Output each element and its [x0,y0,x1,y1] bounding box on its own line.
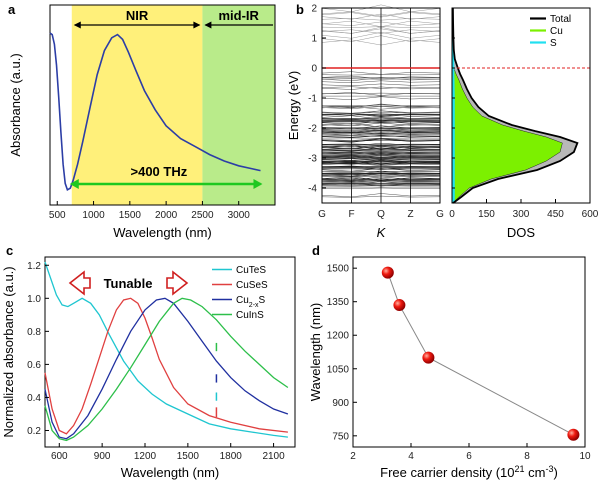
ylabel-c: Normalized absorbance (a.u.) [1,266,16,437]
region-1 [202,5,275,205]
data-point-1 [393,299,406,312]
panel-label-b: b [296,2,304,17]
kpoint-label-3: Z [407,209,413,220]
xtick-label-c-5: 2100 [262,451,285,462]
dos-total-line [452,7,579,204]
ytick-label-d-0: 750 [332,431,349,442]
trend-line [387,272,574,436]
xtick-label-d-3: 8 [524,451,530,462]
annotation-400thz: >400 THz [131,164,188,179]
ytick-label-b-3: -1 [308,94,317,105]
xlabel-c: Wavelength (nm) [121,465,220,480]
axes-frame-a [49,4,276,206]
xtick-label-dos-2: 300 [513,209,530,220]
ytick-label-c-0: 0.2 [27,426,41,437]
ytick-label-b-1: 1 [311,34,317,45]
panel-label-a: a [8,2,16,17]
band-frame [321,7,441,204]
panel-label-c: c [6,243,13,258]
xtick-label-a-2: 1500 [119,210,142,221]
xtick-label-d-0: 2 [350,451,356,462]
xtick-label-a-3: 2000 [155,210,178,221]
xtick-label-a-0: 500 [49,210,66,221]
ytick-label-d-4: 1350 [327,297,350,308]
ytick-label-c-2: 0.6 [27,360,41,371]
ytick-label-b-0: 2 [311,4,317,15]
ytick-label-d-5: 1500 [327,264,350,275]
range-arrow-right [253,179,263,189]
band-line [321,4,441,13]
xtick-label-c-0: 600 [51,451,68,462]
panel-label-d: d [312,243,320,258]
legend-c-label-1: CuSeS [236,280,268,291]
ytick-label-b-6: -4 [308,184,317,195]
legend-c-label-0: CuTeS [236,265,266,276]
legend-c-label-2: Cu2-xS [236,295,266,309]
series-cuins [44,297,289,442]
ylabel-a: Absorbance (a.u.) [8,53,23,156]
xtick-label-c-2: 1200 [134,451,157,462]
legend-label-total: Total [550,14,571,25]
nir-label: NIR [126,8,149,23]
nir-arrow-right [193,21,201,29]
data-point-3 [567,428,580,441]
range-arrow-left [69,179,79,189]
xlabel-d: Free carrier density (1021 cm-3) [380,464,558,480]
series-cu2xs [44,297,289,440]
ylabel-d: Wavelength (nm) [308,303,323,402]
dos-cu-fill [451,67,563,204]
ytick-label-c-4: 1.0 [27,294,41,305]
ytick-label-c-5: 1.2 [27,261,41,272]
region-0 [71,5,203,205]
kpoint-label-1: F [348,209,354,220]
axes-frame-d [352,256,586,448]
legend-c-label-3: CuInS [236,310,264,321]
nir-arrow-left [73,21,81,29]
kpoint-label-4: G [436,209,444,220]
xtick-label-a-5: 3000 [228,210,251,221]
ytick-label-d-2: 1050 [327,364,350,375]
xtick-label-d-1: 4 [408,451,414,462]
xtick-label-a-1: 1000 [82,210,105,221]
series-absorbance [49,32,261,191]
xtick-label-a-4: 2500 [191,210,214,221]
xtick-label-d-2: 6 [466,451,472,462]
xtick-label-d-4: 10 [579,451,591,462]
xtick-label-c-4: 1800 [220,451,243,462]
midir-label: mid-IR [218,8,259,23]
ytick-label-b-5: -3 [308,154,317,165]
xtick-label-dos-0: 0 [449,209,455,220]
data-point-2 [422,351,435,364]
data-point-0 [381,266,394,279]
kxlabel-b: K [377,225,387,240]
xtick-label-c-1: 900 [94,451,111,462]
tunable-arrow-left [68,270,91,296]
xtick-label-dos-1: 150 [478,209,495,220]
ylabel-b: Energy (eV) [286,71,301,140]
xlabel-a: Wavelength (nm) [113,225,212,240]
xtick-label-dos-3: 450 [547,209,564,220]
midir-arrow-left [204,21,212,29]
xtick-label-c-3: 1500 [177,451,200,462]
xlabel-dos: DOS [507,225,536,240]
tunable-arrow-right [166,270,189,296]
kpoint-label-2: Q [377,209,385,220]
ytick-label-b-2: 0 [311,64,317,75]
legend-label-s: S [550,38,557,49]
xtick-label-dos-4: 600 [582,209,599,220]
ytick-label-d-1: 900 [332,398,349,409]
tunable-label: Tunable [104,276,153,291]
series-cutes [44,261,288,438]
kpoint-label-0: G [318,209,326,220]
ytick-label-c-1: 0.4 [27,393,41,404]
ytick-label-c-3: 0.8 [27,327,41,338]
ytick-label-d-3: 1200 [327,331,350,342]
legend-label-cu: Cu [550,26,563,37]
series-cuses [44,297,288,435]
ytick-label-b-4: -2 [308,124,317,135]
